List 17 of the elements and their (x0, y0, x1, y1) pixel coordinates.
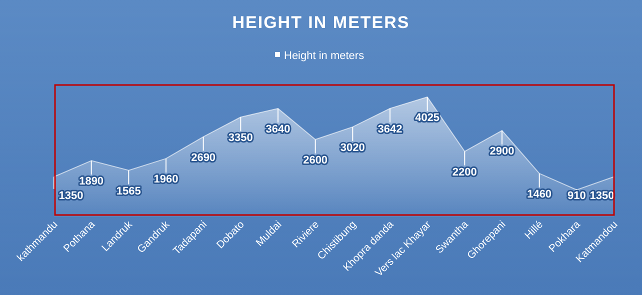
data-label: 3640 (266, 123, 290, 136)
data-label: 3642 (378, 123, 402, 136)
data-label: 2900 (490, 146, 514, 158)
data-label: 1350 (58, 190, 84, 202)
data-label: 2690 (191, 152, 216, 164)
chart-title: HEIGHT IN METERS (232, 13, 410, 32)
data-label: 4025 (415, 112, 440, 124)
data-label: 1960 (154, 174, 178, 186)
data-label: 1565 (116, 185, 141, 198)
data-label: 1460 (527, 188, 552, 200)
data-label: 3020 (340, 142, 365, 154)
data-label: 910 (567, 190, 586, 202)
legend-label: Height in meters (284, 50, 365, 62)
data-label: 2200 (452, 166, 477, 178)
data-label: 3350 (228, 132, 253, 144)
data-label: 1890 (79, 176, 104, 188)
data-label: 2600 (303, 154, 328, 166)
